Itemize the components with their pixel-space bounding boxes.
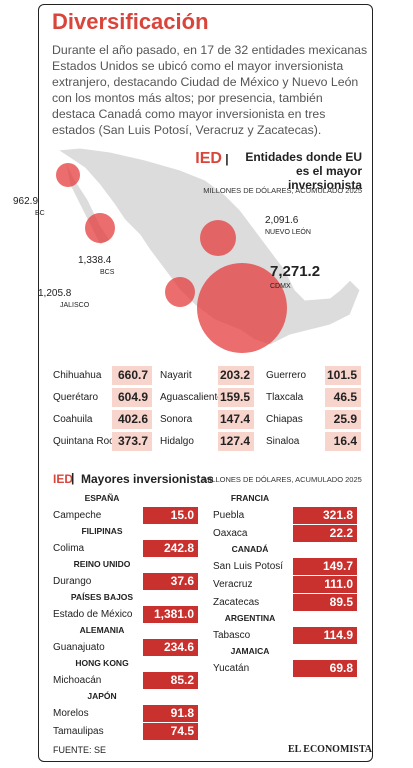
state-name: Morelos: [53, 708, 89, 719]
investors-subheading: MILLONES DE DÓLARES, ACUMULADO 2025: [203, 475, 362, 484]
state-name: Puebla: [213, 510, 245, 521]
state-value: 25.9: [325, 410, 361, 429]
state-name: Sinaloa: [266, 436, 300, 447]
state-value: 127.4: [218, 432, 254, 451]
state-name: Tabasco: [213, 630, 251, 641]
country: ALEMANIA: [79, 625, 125, 635]
bubble: [197, 263, 287, 353]
state-name: Campeche: [53, 510, 102, 521]
title: Diversificación: [52, 9, 209, 34]
state-value: 660.7: [112, 366, 152, 385]
state-name: Michoacán: [53, 675, 102, 686]
country: ESPAÑA: [84, 493, 120, 503]
map-heading-text: Entidades donde EU es el mayor inversion…: [245, 150, 362, 192]
investment-value: 1,381.0: [143, 606, 198, 623]
country: FRANCIA: [230, 493, 270, 503]
investment-value: 74.5: [143, 723, 198, 740]
state-value: 159.5: [218, 388, 254, 407]
state-name: Yucatán: [213, 663, 250, 674]
investment-value: 91.8: [143, 705, 198, 722]
bubble-label: BC: [35, 210, 45, 217]
bubble-label: CDMX: [270, 283, 291, 290]
state-name: Hidalgo: [160, 436, 194, 447]
bubble: [85, 213, 115, 243]
country: CANADÁ: [231, 544, 269, 554]
investors-tag: IED: [53, 472, 74, 486]
state-value: 604.9: [112, 388, 152, 407]
state-name: Oaxaca: [213, 528, 248, 539]
country: REINO UNIDO: [73, 559, 131, 569]
frame: [38, 4, 373, 762]
state-value: 46.5: [325, 388, 361, 407]
state-name: Zacatecas: [213, 597, 260, 608]
investment-value: 242.8: [143, 540, 198, 557]
bubble: [165, 277, 195, 307]
investors-heading: Mayores inversionistas: [81, 472, 214, 486]
state-name: Veracruz: [213, 579, 253, 590]
state-value: 373.7: [112, 432, 152, 451]
state-name: Nayarit: [160, 370, 192, 381]
state-name: Estado de México: [53, 609, 133, 620]
state-name: San Luis Potosí: [213, 561, 284, 572]
state-value: 16.4: [325, 432, 361, 451]
investment-value: 22.2: [293, 525, 357, 542]
state-name: Coahuila: [53, 414, 93, 425]
bubble: [200, 220, 236, 256]
state-name: Chihuahua: [53, 370, 102, 381]
brand: EL ECONOMISTA: [288, 744, 372, 755]
bubble-label: JALISCO: [60, 302, 90, 309]
bubble-value: 962.9: [13, 196, 39, 207]
country: JAMAICA: [230, 646, 270, 656]
state-name: Guanajuato: [53, 642, 105, 653]
state-name: Querétaro: [53, 392, 99, 403]
bubble-value: 1,205.8: [38, 288, 72, 299]
source: FUENTE: SE: [53, 745, 107, 755]
investment-value: 114.9: [293, 627, 357, 644]
investment-value: 149.7: [293, 558, 357, 575]
map-subheading: MILLONES DE DÓLARES, ACUMULADO 2025: [203, 186, 362, 195]
country: FILIPINAS: [81, 526, 123, 536]
intro: Durante el año pasado, en 17 de 32 entid…: [52, 43, 368, 137]
state-value: 203.2: [218, 366, 254, 385]
investment-value: 234.6: [143, 639, 198, 656]
bubble-value: 1,338.4: [78, 255, 112, 266]
investment-value: 89.5: [293, 594, 357, 611]
state-value: 101.5: [325, 366, 361, 385]
state-name: Chiapas: [266, 414, 303, 425]
map: [56, 147, 361, 353]
bubble-label: NUEVO LEÓN: [265, 229, 311, 236]
state-name: Guerrero: [266, 370, 307, 381]
state-name: Sonora: [160, 414, 193, 425]
bubble-value: 2,091.6: [265, 215, 299, 226]
investment-value: 85.2: [143, 672, 198, 689]
state-value: 402.6: [112, 410, 152, 429]
country: HONG KONG: [75, 658, 129, 668]
state-name: Colima: [53, 543, 85, 554]
investment-value: 37.6: [143, 573, 198, 590]
state-name: Tlaxcala: [266, 392, 304, 403]
state-name: Durango: [53, 576, 92, 587]
state-name: Quintana Roo: [53, 436, 115, 447]
investment-value: 69.8: [293, 660, 357, 677]
bubble-value: 7,271.2: [270, 263, 321, 280]
country: ARGENTINA: [224, 613, 276, 623]
investment-value: 111.0: [293, 576, 357, 593]
country: PAÍSES BAJOS: [70, 592, 134, 602]
country: JAPÓN: [87, 691, 117, 701]
map-heading: IED | Entidades donde EU es el mayor inv…: [195, 150, 362, 192]
bubble-label: BCS: [100, 269, 115, 276]
state-name: Aguascalientes: [160, 392, 228, 403]
map-tag: IED: [195, 150, 222, 167]
state-name: Tamaulipas: [53, 726, 104, 737]
state-value: 147.4: [218, 410, 254, 429]
investment-value: 321.8: [293, 507, 357, 524]
investment-value: 15.0: [143, 507, 198, 524]
bubble: [56, 163, 80, 187]
separator: |: [71, 471, 75, 485]
